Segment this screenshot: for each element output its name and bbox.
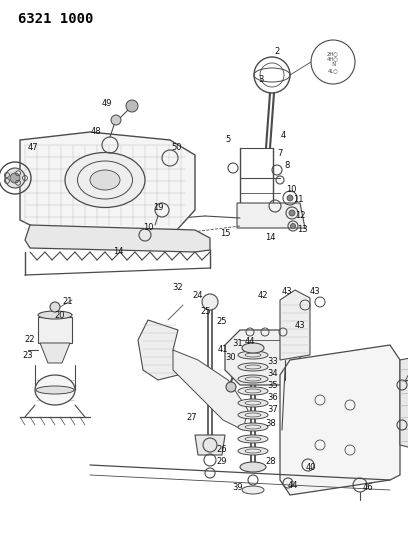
Text: 30: 30 (226, 353, 236, 362)
Text: 14: 14 (113, 247, 123, 256)
Text: 44: 44 (288, 481, 298, 489)
Text: 10: 10 (143, 223, 153, 232)
Text: 37: 37 (268, 406, 278, 415)
Ellipse shape (35, 375, 75, 405)
Ellipse shape (238, 435, 268, 443)
Circle shape (226, 382, 236, 392)
Ellipse shape (65, 152, 145, 207)
Text: 46: 46 (363, 483, 373, 492)
Polygon shape (195, 435, 225, 455)
Text: 3: 3 (258, 76, 264, 85)
Text: 14: 14 (265, 233, 275, 243)
Circle shape (126, 100, 138, 112)
Circle shape (289, 210, 295, 216)
Text: 50: 50 (172, 143, 182, 152)
Text: 34: 34 (268, 369, 278, 378)
Text: 48: 48 (91, 127, 101, 136)
Circle shape (5, 168, 25, 188)
Polygon shape (280, 290, 310, 360)
Text: 22: 22 (25, 335, 35, 344)
Polygon shape (173, 350, 248, 430)
Ellipse shape (238, 399, 268, 407)
Ellipse shape (242, 486, 264, 494)
Text: 11: 11 (293, 196, 303, 205)
Text: 2H○
4H○
  N
4L○: 2H○ 4H○ N 4L○ (327, 51, 339, 73)
Text: 47: 47 (28, 143, 38, 152)
Text: 43: 43 (282, 287, 292, 296)
Text: 44: 44 (245, 337, 255, 346)
Text: 23: 23 (23, 351, 33, 360)
Ellipse shape (90, 170, 120, 190)
Text: 2: 2 (274, 47, 279, 56)
Text: 15: 15 (220, 230, 230, 238)
Text: 6321 1000: 6321 1000 (18, 12, 93, 26)
Ellipse shape (36, 386, 74, 394)
Text: 5: 5 (225, 135, 231, 144)
Text: 7: 7 (277, 149, 283, 157)
Text: 39: 39 (233, 483, 243, 492)
Ellipse shape (242, 343, 264, 353)
Ellipse shape (238, 447, 268, 455)
Circle shape (287, 195, 293, 201)
Text: 32: 32 (173, 282, 183, 292)
Ellipse shape (238, 423, 268, 431)
Text: 10: 10 (286, 185, 296, 195)
Text: 27: 27 (187, 414, 197, 423)
Ellipse shape (238, 387, 268, 395)
Polygon shape (280, 345, 400, 495)
Ellipse shape (238, 411, 268, 419)
Text: 40: 40 (306, 464, 316, 472)
Text: 20: 20 (55, 311, 65, 320)
Text: 25: 25 (217, 318, 227, 327)
Polygon shape (138, 320, 178, 380)
Circle shape (10, 173, 20, 183)
Text: 19: 19 (153, 204, 163, 213)
Text: 28: 28 (266, 457, 276, 466)
Text: 41: 41 (218, 345, 228, 354)
Ellipse shape (240, 462, 266, 472)
Text: 49: 49 (102, 100, 112, 109)
Polygon shape (20, 132, 195, 240)
Text: 42: 42 (258, 290, 268, 300)
Circle shape (290, 223, 295, 229)
Text: 13: 13 (297, 225, 307, 235)
Text: 35: 35 (268, 382, 278, 391)
Polygon shape (225, 330, 300, 385)
Circle shape (202, 294, 218, 310)
Text: 21: 21 (63, 297, 73, 306)
Text: 24: 24 (193, 290, 203, 300)
Text: 44: 44 (405, 376, 408, 384)
Ellipse shape (238, 351, 268, 359)
Circle shape (111, 115, 121, 125)
Text: 12: 12 (295, 211, 305, 220)
Text: 29: 29 (217, 457, 227, 466)
Text: 31: 31 (233, 340, 243, 349)
Ellipse shape (238, 363, 268, 371)
Text: 36: 36 (268, 393, 278, 402)
Text: 38: 38 (266, 419, 276, 429)
Circle shape (50, 302, 60, 312)
Text: 43: 43 (310, 287, 320, 296)
Polygon shape (40, 343, 70, 363)
Ellipse shape (38, 311, 72, 319)
Text: 33: 33 (268, 358, 278, 367)
Polygon shape (400, 355, 408, 450)
Text: 26: 26 (217, 446, 227, 455)
Text: 8: 8 (284, 160, 290, 169)
Text: 25: 25 (201, 308, 211, 317)
Text: 43: 43 (295, 320, 305, 329)
Polygon shape (237, 203, 305, 228)
Polygon shape (25, 225, 210, 252)
Polygon shape (38, 317, 72, 343)
Text: 4: 4 (280, 132, 286, 141)
Ellipse shape (238, 375, 268, 383)
